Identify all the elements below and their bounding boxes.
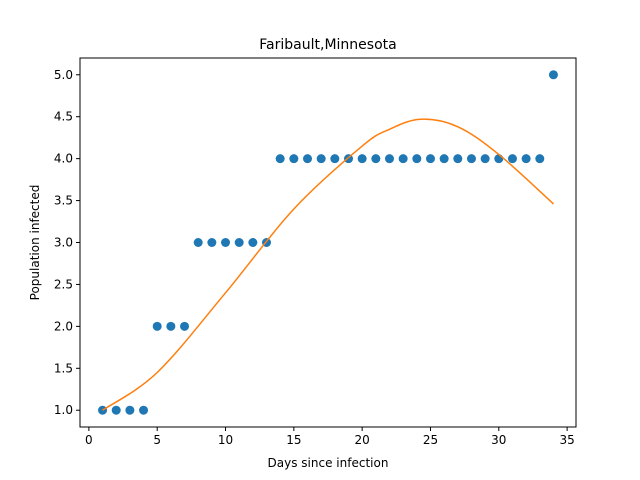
- x-tick-label: 15: [286, 433, 301, 447]
- scatter-point: [234, 238, 244, 247]
- scatter-point: [466, 154, 476, 164]
- scatter-point: [303, 154, 313, 164]
- y-axis-label: Population infected: [28, 185, 42, 301]
- x-tick-label: 25: [423, 433, 438, 447]
- chart-title: Faribault,Minnesota: [259, 37, 396, 53]
- scatter-point: [316, 154, 326, 164]
- y-tick-label: 1.5: [54, 361, 73, 375]
- y-axis: 1.0 1.5 2.0 2.5 3.0 3.5 4.0 4.5 5.0: [54, 68, 80, 417]
- scatter-point: [384, 154, 394, 164]
- scatter-point: [398, 154, 408, 164]
- scatter-point: [494, 154, 504, 164]
- x-axis: 0 5 10 15 20 25 30 35: [85, 427, 575, 447]
- scatter-point: [371, 154, 381, 164]
- scatter-point: [248, 238, 258, 247]
- y-tick-label: 3.5: [54, 194, 73, 208]
- y-tick-label: 5.0: [54, 68, 73, 82]
- scatter-point: [535, 154, 545, 164]
- x-axis-label: Days since infection: [268, 456, 389, 470]
- scatter-point: [507, 154, 517, 164]
- scatter-point: [207, 238, 217, 247]
- scatter-point: [275, 154, 285, 164]
- x-tick-label: 35: [559, 433, 574, 447]
- scatter-point: [548, 70, 558, 80]
- scatter-point: [289, 154, 299, 164]
- scatter-point: [521, 154, 531, 164]
- y-tick-label: 4.0: [54, 152, 73, 166]
- y-tick-label: 4.5: [54, 110, 73, 124]
- x-tick-label: 20: [355, 433, 370, 447]
- fit-line: [102, 118, 554, 411]
- scatter-point: [111, 405, 121, 415]
- scatter-point: [330, 154, 340, 164]
- y-tick-label: 3.0: [54, 236, 73, 250]
- scatter-point: [425, 154, 435, 164]
- x-tick-label: 5: [153, 433, 161, 447]
- scatter-point: [412, 154, 422, 164]
- scatter-point: [180, 321, 190, 331]
- scatter-point: [139, 405, 149, 415]
- y-tick-label: 2.5: [54, 277, 73, 291]
- scatter-point: [439, 154, 449, 164]
- scatter-point: [221, 238, 231, 247]
- scatter-point: [166, 321, 176, 331]
- x-tick-label: 10: [218, 433, 233, 447]
- x-tick-label: 30: [491, 433, 506, 447]
- scatter-point: [453, 154, 463, 164]
- y-tick-label: 2.0: [54, 319, 73, 333]
- plot-area: [98, 70, 558, 415]
- scatter-point: [480, 154, 490, 164]
- scatter-point: [193, 238, 203, 247]
- scatter-point: [152, 321, 162, 331]
- x-tick-label: 0: [85, 433, 93, 447]
- y-tick-label: 1.0: [54, 403, 73, 417]
- scatter-point: [125, 405, 135, 415]
- scatter-point: [357, 154, 367, 164]
